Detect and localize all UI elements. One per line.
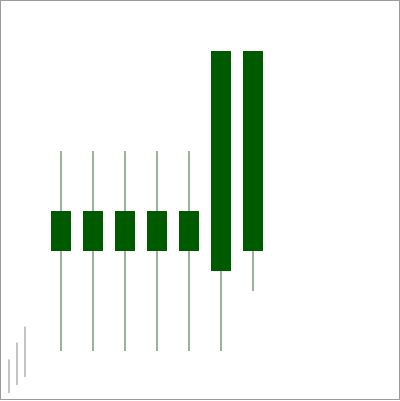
candle-body-1: [51, 211, 71, 251]
candle-body-5: [179, 211, 199, 251]
candle-body-7: [243, 51, 263, 251]
volume-layer: [8, 326, 26, 393]
candle-body-6: [211, 51, 231, 271]
candle-body-3: [115, 211, 135, 251]
candle-body-2: [83, 211, 103, 251]
candles-layer: [51, 51, 263, 351]
candle-body-4: [147, 211, 167, 251]
